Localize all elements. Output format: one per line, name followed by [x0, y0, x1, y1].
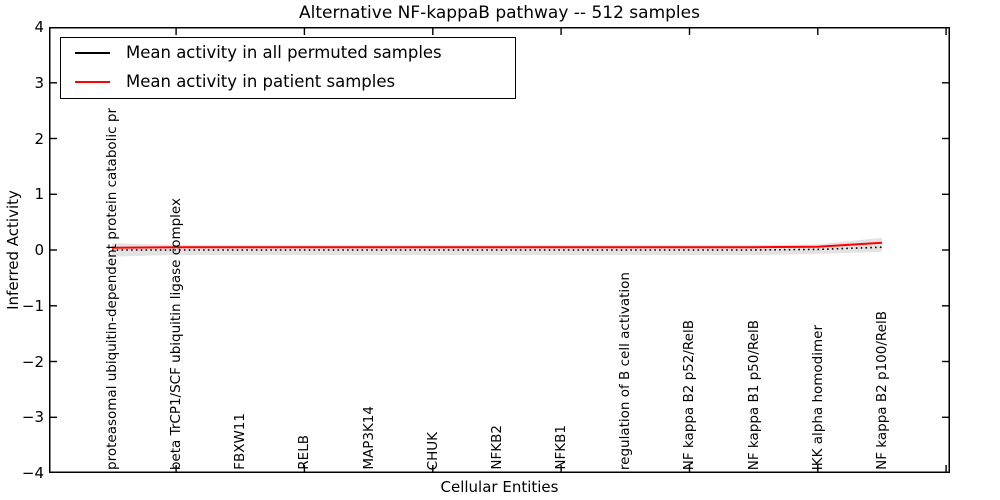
x-category-label: regulation of B cell activation: [617, 271, 634, 470]
legend-item-patient: Mean activity in patient samples: [61, 67, 515, 96]
x-category-label: CHUK: [424, 431, 441, 470]
series-line-patient: [111, 241, 883, 249]
y-tick-label: −2: [21, 352, 44, 371]
y-tick-label: 2: [34, 129, 44, 148]
chart-title: Alternative NF-kappaB pathway -- 512 sam…: [299, 3, 700, 23]
y-tick-label: −4: [21, 464, 44, 482]
x-axis-label: Cellular Entities: [440, 478, 559, 496]
y-tick-label: −3: [21, 408, 44, 427]
axes-frame: [49, 27, 950, 473]
legend-line-permuted-sample: [75, 51, 110, 54]
plot-canvas: [49, 27, 950, 473]
legend-item-permuted: Mean activity in all permuted samples: [61, 38, 515, 67]
x-category-label: MAP3K14: [360, 406, 377, 470]
series-line-permuted: [111, 246, 883, 251]
x-category-label: IKK alpha homodimer: [809, 324, 826, 470]
x-category-label: NF kappa B2 p100/RelB: [873, 311, 890, 470]
plot-area: [49, 27, 950, 473]
x-category-label: NFKB2: [488, 425, 505, 470]
y-tick-label: 4: [34, 18, 44, 36]
legend-item-label: Mean activity in patient samples: [126, 72, 396, 91]
legend: Mean activity in all permuted samples Me…: [60, 37, 516, 99]
legend-line-patient-sample: [75, 80, 110, 83]
x-category-label: proteasomal ubiquitin-dependent protein …: [103, 108, 120, 470]
x-category-label: RELB: [296, 435, 313, 470]
x-category-label: beta TrCP1/SCF ubiquitin ligase complex: [168, 197, 185, 470]
y-tick-label: 3: [34, 73, 44, 92]
x-category-label: NF kappa B1 p50/RelB: [745, 319, 762, 470]
y-tick-label: 1: [34, 185, 44, 204]
x-category-label: NFKB1: [553, 425, 570, 470]
x-category-label: FBXW11: [232, 413, 249, 470]
x-category-label: NF kappa B2 p52/RelB: [681, 319, 698, 470]
legend-item-label: Mean activity in all permuted samples: [126, 43, 442, 62]
y-tick-label: 0: [34, 241, 44, 259]
y-tick-label: −1: [21, 296, 44, 315]
